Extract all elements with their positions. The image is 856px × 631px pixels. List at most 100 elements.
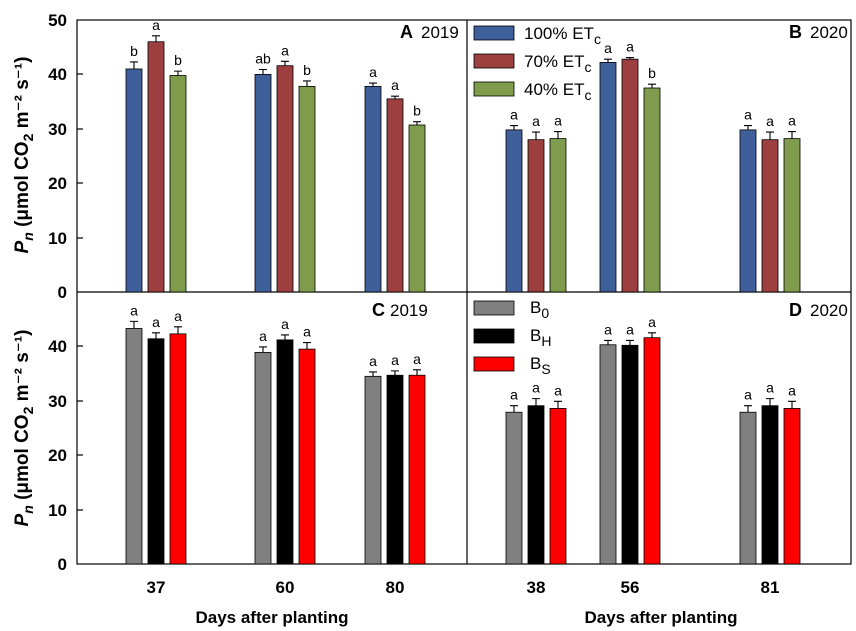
error-bar	[766, 131, 774, 140]
bar-c-60-bs	[298, 348, 316, 565]
error-bar	[303, 342, 311, 350]
bar-a-37-et70	[147, 41, 165, 293]
significance-letter: a	[281, 316, 289, 332]
bar-a-80-et70	[386, 98, 404, 293]
x-ticks-right: 38 56 81	[527, 578, 780, 597]
y-tick-label: 10	[48, 229, 67, 248]
significance-letter: ab	[255, 51, 271, 67]
bar-b-56-et40	[643, 87, 661, 293]
significance-letter: a	[604, 321, 612, 337]
panel-year-d: 2020	[810, 301, 848, 320]
legend-label-100-etc: 100% ETc	[524, 24, 601, 47]
x-tick-label: 60	[276, 578, 295, 597]
error-bar	[152, 35, 160, 42]
bar-c-80-bh	[386, 374, 404, 565]
significance-letter: a	[744, 107, 752, 123]
bar-c-80-b0	[364, 375, 382, 565]
y-tick-label: 30	[48, 120, 67, 139]
bar-d-81-bs	[783, 408, 801, 565]
legend-label-70-etc: 70% ETc	[524, 52, 591, 75]
bar-b-38-et100	[505, 129, 523, 293]
significance-letter: a	[788, 382, 796, 398]
significance-letter: a	[604, 40, 612, 56]
y-tick-label: 0	[58, 283, 67, 302]
significance-letter: a	[788, 113, 796, 129]
panel-label-d: D	[789, 300, 802, 320]
legend-label-bs: BS	[530, 354, 551, 377]
significance-letter: a	[130, 302, 138, 318]
panel-label-a: A	[400, 22, 413, 42]
significance-letter: b	[174, 52, 182, 68]
significance-letter: a	[281, 42, 289, 58]
significance-letter: a	[510, 387, 518, 403]
panel-label-b: B	[789, 22, 802, 42]
y-tick-label: 10	[48, 501, 67, 520]
error-bar	[130, 320, 138, 329]
bar-a-60-et40	[298, 85, 316, 293]
legend-biochar: B0 BH BS	[473, 298, 551, 377]
y-tick-label: 40	[48, 65, 67, 84]
error-bar	[413, 369, 421, 376]
y-tick-label: 0	[58, 555, 67, 574]
significance-letter: a	[766, 380, 774, 396]
error-bar	[391, 370, 399, 376]
legend-swatch-bs	[473, 356, 515, 372]
x-tick-label: 38	[527, 578, 546, 597]
significance-letter: b	[648, 65, 656, 81]
significance-letter: a	[152, 314, 160, 330]
panel-year-c: 2019	[390, 301, 428, 320]
error-bar	[510, 405, 518, 413]
y-axis-title-bottom: Pn (μmol CO2 m⁻² s⁻¹)	[12, 330, 36, 527]
error-bar	[532, 398, 540, 406]
bar-b-56-et100	[599, 62, 617, 293]
bar-b-56-et70	[621, 58, 639, 293]
bar-d-81-bh	[761, 405, 779, 565]
error-bar	[130, 61, 138, 69]
significance-letter: b	[303, 62, 311, 78]
panel-year-b: 2020	[810, 23, 848, 42]
significance-letter: a	[303, 324, 311, 340]
error-bar	[626, 339, 634, 346]
significance-letter: a	[369, 353, 377, 369]
significance-letter: a	[391, 77, 399, 93]
bar-d-38-bh	[527, 405, 545, 565]
error-bar	[648, 332, 656, 338]
significance-letter: a	[744, 387, 752, 403]
bar-c-60-bh	[276, 339, 294, 565]
x-axis-title-left: Days after planting	[195, 608, 348, 627]
significance-letter: a	[369, 64, 377, 80]
error-bar	[510, 124, 518, 130]
bar-c-80-bs	[408, 374, 426, 565]
legend-swatch-70-etc	[473, 53, 515, 69]
y-ticks-lower: 0 10 20 30 40	[48, 337, 83, 574]
significance-letter: a	[413, 351, 421, 367]
legend-irrigation: 100% ETc 70% ETc 40% ETc	[473, 24, 601, 103]
error-bar	[174, 326, 182, 334]
y-tick-label: 40	[48, 337, 67, 356]
y-ticks-upper: 0 10 20 30 40 50	[48, 11, 83, 302]
error-bar	[532, 131, 540, 140]
bar-b-38-et40	[549, 138, 567, 293]
bar-c-60-b0	[254, 351, 272, 565]
error-bar	[281, 334, 289, 340]
x-tick-label: 37	[147, 578, 166, 597]
error-bar	[303, 80, 311, 87]
bar-c-37-bh	[147, 338, 165, 565]
x-tick-label: 81	[761, 578, 780, 597]
bar-c-37-bs	[169, 333, 187, 565]
x-ticks-left: 37 60 80	[147, 578, 405, 597]
error-bar	[259, 68, 267, 75]
error-bar	[626, 56, 634, 60]
significance-letter: a	[259, 328, 267, 344]
error-bar	[152, 332, 160, 339]
bar-a-80-et100	[364, 85, 382, 293]
x-axis-title-right: Days after planting	[584, 608, 737, 627]
significance-letter: a	[152, 17, 160, 33]
significance-letter: a	[626, 39, 634, 55]
bar-d-56-bh	[621, 344, 639, 565]
y-tick-label: 20	[48, 174, 67, 193]
bar-b-81-et100	[739, 129, 757, 293]
y-tick-label: 20	[48, 446, 67, 465]
error-bar	[744, 124, 752, 130]
